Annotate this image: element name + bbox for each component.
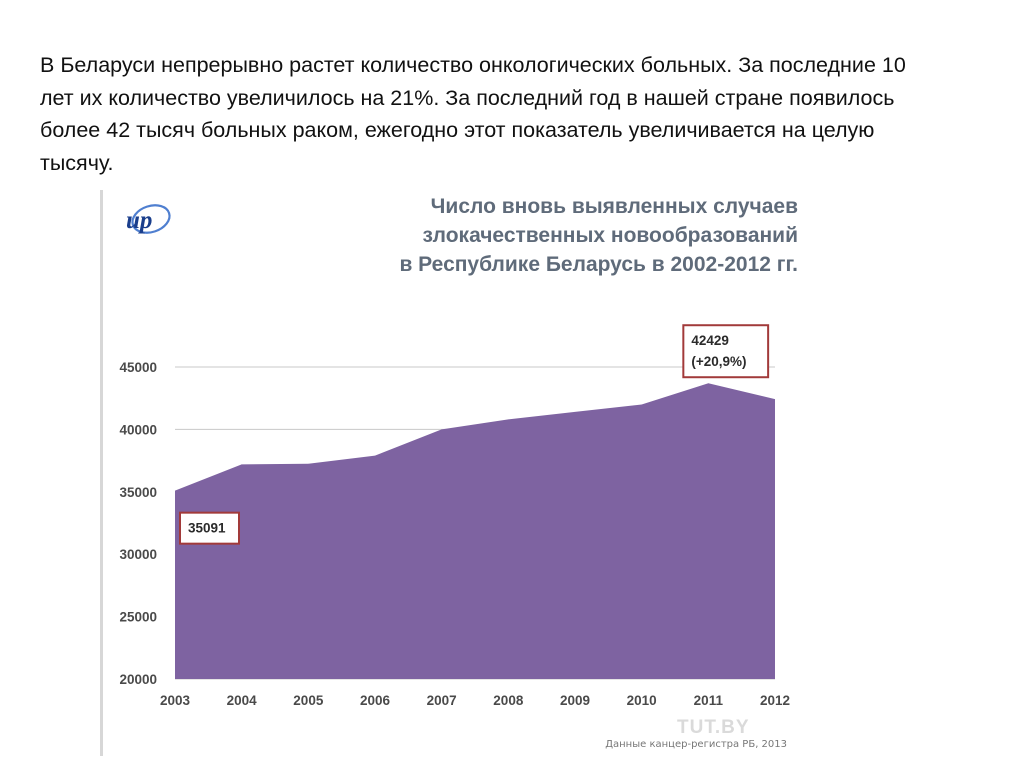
- y-tick-label: 25000: [119, 610, 157, 625]
- chart-title-line: в Республике Беларусь в 2002-2012 гг.: [399, 253, 798, 276]
- y-tick-label: 20000: [119, 672, 157, 687]
- x-tick-label: 2011: [694, 693, 724, 708]
- figure-left-border: [100, 190, 103, 756]
- intro-paragraph: В Беларуси непрерывно растет количество …: [40, 53, 906, 175]
- callout-text: 42429: [691, 333, 729, 348]
- y-tick-label: 40000: [119, 422, 157, 437]
- x-tick-label: 2004: [227, 693, 258, 708]
- logo-text: ир: [126, 207, 152, 234]
- brand-logo-icon: ир: [126, 204, 171, 234]
- x-tick-label: 2008: [493, 693, 524, 708]
- x-tick-label: 2003: [160, 693, 191, 708]
- chart-title-line: злокачественных новообразований: [422, 224, 799, 247]
- x-tick-label: 2005: [293, 693, 324, 708]
- watermark-text: TUT.BY: [677, 717, 750, 738]
- y-tick-label: 30000: [119, 547, 157, 562]
- area-chart: 20000 25000 30000 35000 40000 45000 2003 2004 20…: [119, 324, 790, 708]
- y-tick-label: 45000: [119, 360, 157, 375]
- chart-title: Число вновь выявленных случаев злокачест…: [399, 192, 798, 279]
- x-tick-label: 2010: [627, 693, 657, 708]
- x-tick-label: 2007: [427, 693, 457, 708]
- callout-box: [179, 511, 240, 545]
- chart-figure: ир Число вновь выявленных случаев злокач…: [100, 190, 812, 756]
- y-tick-label: 35000: [119, 485, 157, 500]
- callout-text: (+20,9%): [691, 354, 746, 369]
- callout-text: 35091: [188, 521, 226, 536]
- area-series: [175, 383, 775, 679]
- x-tick-label: 2006: [360, 693, 391, 708]
- source-note: Данные канцер-регистра РБ, 2013: [605, 739, 787, 750]
- callout-box: [682, 324, 770, 379]
- x-tick-label: 2009: [560, 693, 590, 708]
- chart-title-line: Число вновь выявленных случаев: [430, 195, 798, 218]
- x-tick-label: 2012: [760, 693, 790, 708]
